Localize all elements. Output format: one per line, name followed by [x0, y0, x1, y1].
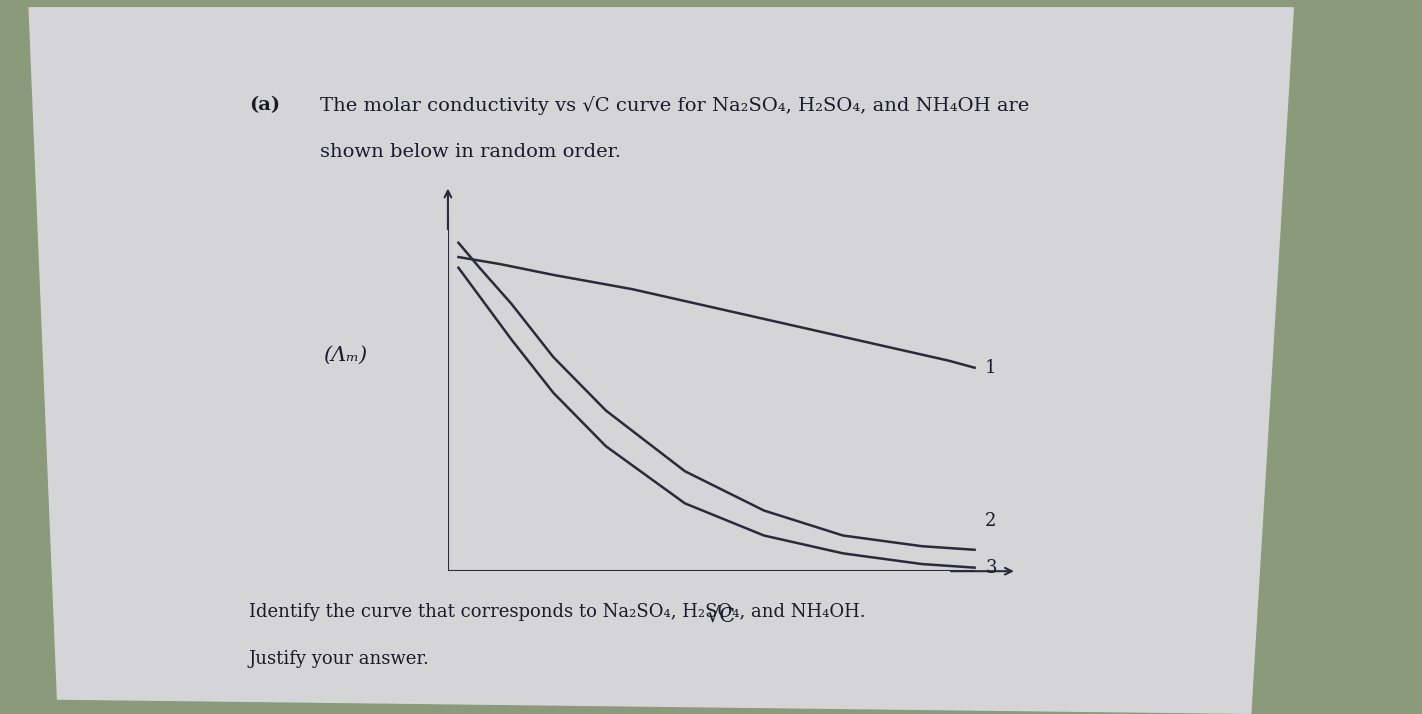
- Text: √C: √C: [707, 606, 735, 625]
- Polygon shape: [28, 7, 1294, 714]
- Text: 2: 2: [985, 512, 997, 531]
- Text: Justify your answer.: Justify your answer.: [249, 650, 429, 668]
- Text: 3: 3: [985, 558, 997, 577]
- Text: (Λₘ): (Λₘ): [323, 346, 368, 365]
- Text: shown below in random order.: shown below in random order.: [320, 143, 621, 161]
- Text: (a): (a): [249, 96, 280, 114]
- Text: Identify the curve that corresponds to Na₂SO₄, H₂SO₄, and NH₄OH.: Identify the curve that corresponds to N…: [249, 603, 866, 621]
- Text: The molar conductivity vs √C curve for Na₂SO₄, H₂SO₄, and NH₄OH are: The molar conductivity vs √C curve for N…: [320, 96, 1030, 116]
- Text: 1: 1: [985, 358, 997, 377]
